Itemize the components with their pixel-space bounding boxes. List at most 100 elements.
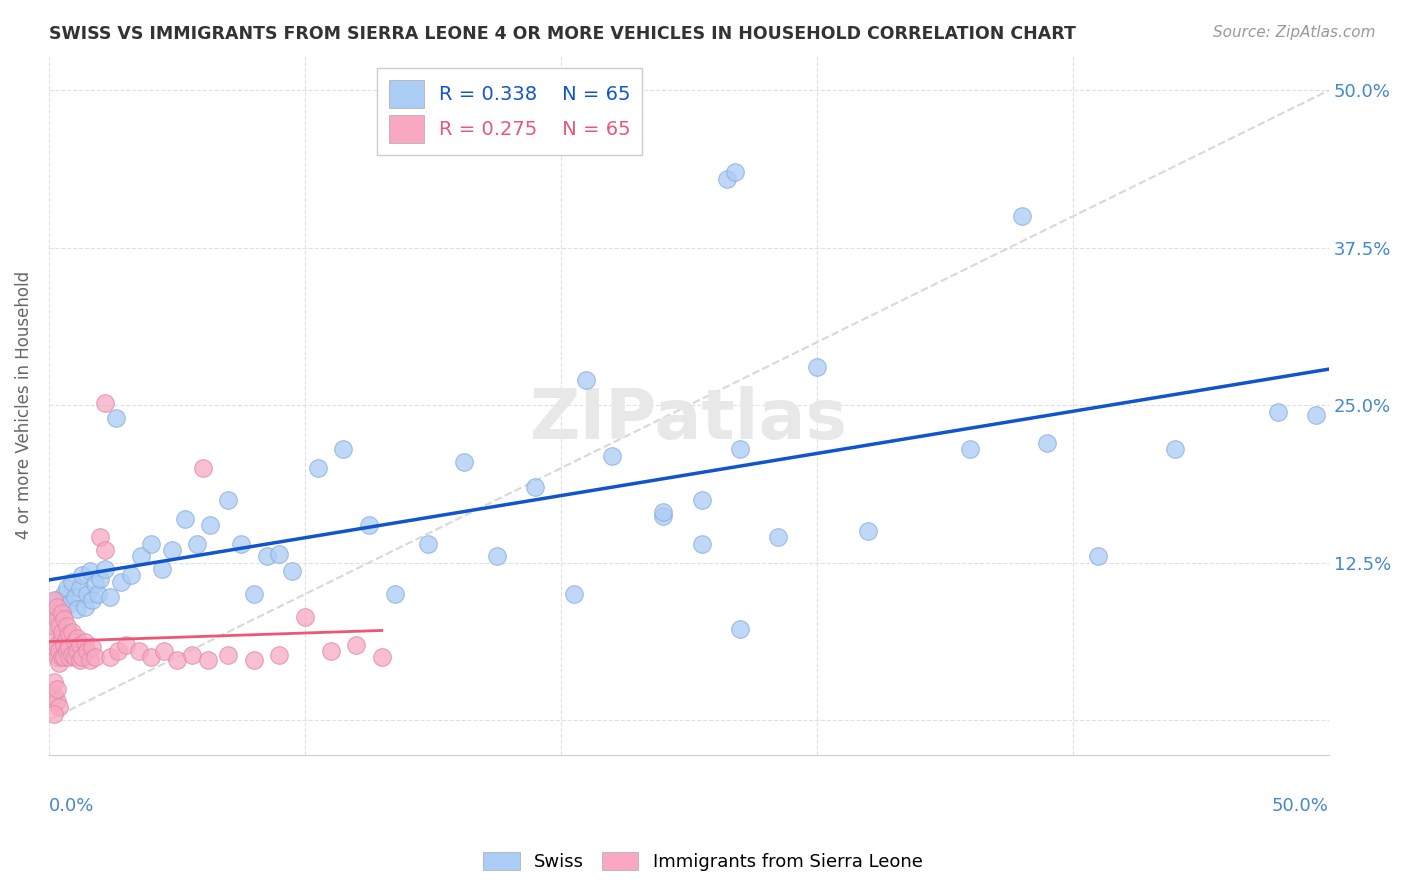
Point <box>562 587 585 601</box>
Point <box>384 587 406 601</box>
Point <box>217 492 239 507</box>
Point <box>69 653 91 667</box>
Point <box>200 517 222 532</box>
Point <box>332 442 354 457</box>
Point <box>79 565 101 579</box>
Point <box>56 618 79 632</box>
Point <box>69 638 91 652</box>
Point <box>724 165 747 179</box>
Point <box>84 577 107 591</box>
Point <box>294 610 316 624</box>
Point <box>94 395 117 409</box>
Point <box>70 568 93 582</box>
Point <box>129 549 152 564</box>
Point <box>160 543 183 558</box>
Y-axis label: 4 or more Vehicles in Household: 4 or more Vehicles in Household <box>15 271 32 540</box>
Point <box>58 597 80 611</box>
Point <box>82 593 104 607</box>
Point <box>575 373 598 387</box>
Point <box>357 517 380 532</box>
Point <box>229 537 252 551</box>
Point <box>416 537 439 551</box>
Point <box>48 657 70 671</box>
Point <box>42 593 65 607</box>
Point <box>56 644 79 658</box>
Point <box>60 648 83 662</box>
Point <box>89 572 111 586</box>
Point <box>242 587 264 601</box>
Point <box>181 648 204 662</box>
Point <box>690 537 713 551</box>
Point <box>153 644 176 658</box>
Point <box>51 624 73 639</box>
Point <box>48 618 70 632</box>
Point <box>728 623 751 637</box>
Point <box>100 650 122 665</box>
Point <box>186 537 208 551</box>
Point <box>94 543 117 558</box>
Point <box>73 599 96 614</box>
Point <box>42 675 65 690</box>
Point <box>128 644 150 658</box>
Point <box>652 505 675 519</box>
Point <box>120 568 142 582</box>
Point <box>217 648 239 662</box>
Point <box>1305 409 1327 423</box>
Point <box>84 650 107 665</box>
Point <box>269 547 291 561</box>
Point <box>107 644 129 658</box>
Point <box>51 632 73 646</box>
Point <box>1164 442 1187 457</box>
Point <box>45 599 67 614</box>
Point <box>150 562 173 576</box>
Point <box>56 581 79 595</box>
Point <box>58 640 80 654</box>
Point <box>344 638 367 652</box>
Point <box>48 700 70 714</box>
Point <box>56 632 79 646</box>
Point <box>76 587 98 601</box>
Point <box>768 531 790 545</box>
Point <box>86 587 108 601</box>
Point <box>82 640 104 654</box>
Point <box>690 492 713 507</box>
Point <box>104 410 127 425</box>
Point <box>73 635 96 649</box>
Legend: Swiss, Immigrants from Sierra Leone: Swiss, Immigrants from Sierra Leone <box>477 845 929 879</box>
Point <box>173 511 195 525</box>
Point <box>51 606 73 620</box>
Point <box>58 650 80 665</box>
Point <box>1011 210 1033 224</box>
Point <box>63 590 86 604</box>
Point <box>1036 436 1059 450</box>
Point <box>51 650 73 665</box>
Point <box>45 681 67 696</box>
Point <box>319 644 342 658</box>
Point <box>141 537 163 551</box>
Point <box>453 455 475 469</box>
Point <box>856 524 879 538</box>
Point <box>524 480 547 494</box>
Point <box>51 599 73 614</box>
Point <box>60 624 83 639</box>
Point <box>110 574 132 589</box>
Point <box>66 632 89 646</box>
Point <box>45 694 67 708</box>
Text: ZIPatlas: ZIPatlas <box>530 385 848 453</box>
Text: Source: ZipAtlas.com: Source: ZipAtlas.com <box>1212 25 1375 40</box>
Point <box>66 644 89 658</box>
Point <box>45 638 67 652</box>
Point <box>70 650 93 665</box>
Point <box>485 549 508 564</box>
Point <box>48 644 70 658</box>
Point <box>114 638 136 652</box>
Point <box>1267 404 1289 418</box>
Point <box>42 706 65 721</box>
Point <box>42 618 65 632</box>
Point <box>66 602 89 616</box>
Point <box>53 650 76 665</box>
Point <box>45 593 67 607</box>
Point <box>100 590 122 604</box>
Point <box>94 562 117 576</box>
Point <box>166 653 188 667</box>
